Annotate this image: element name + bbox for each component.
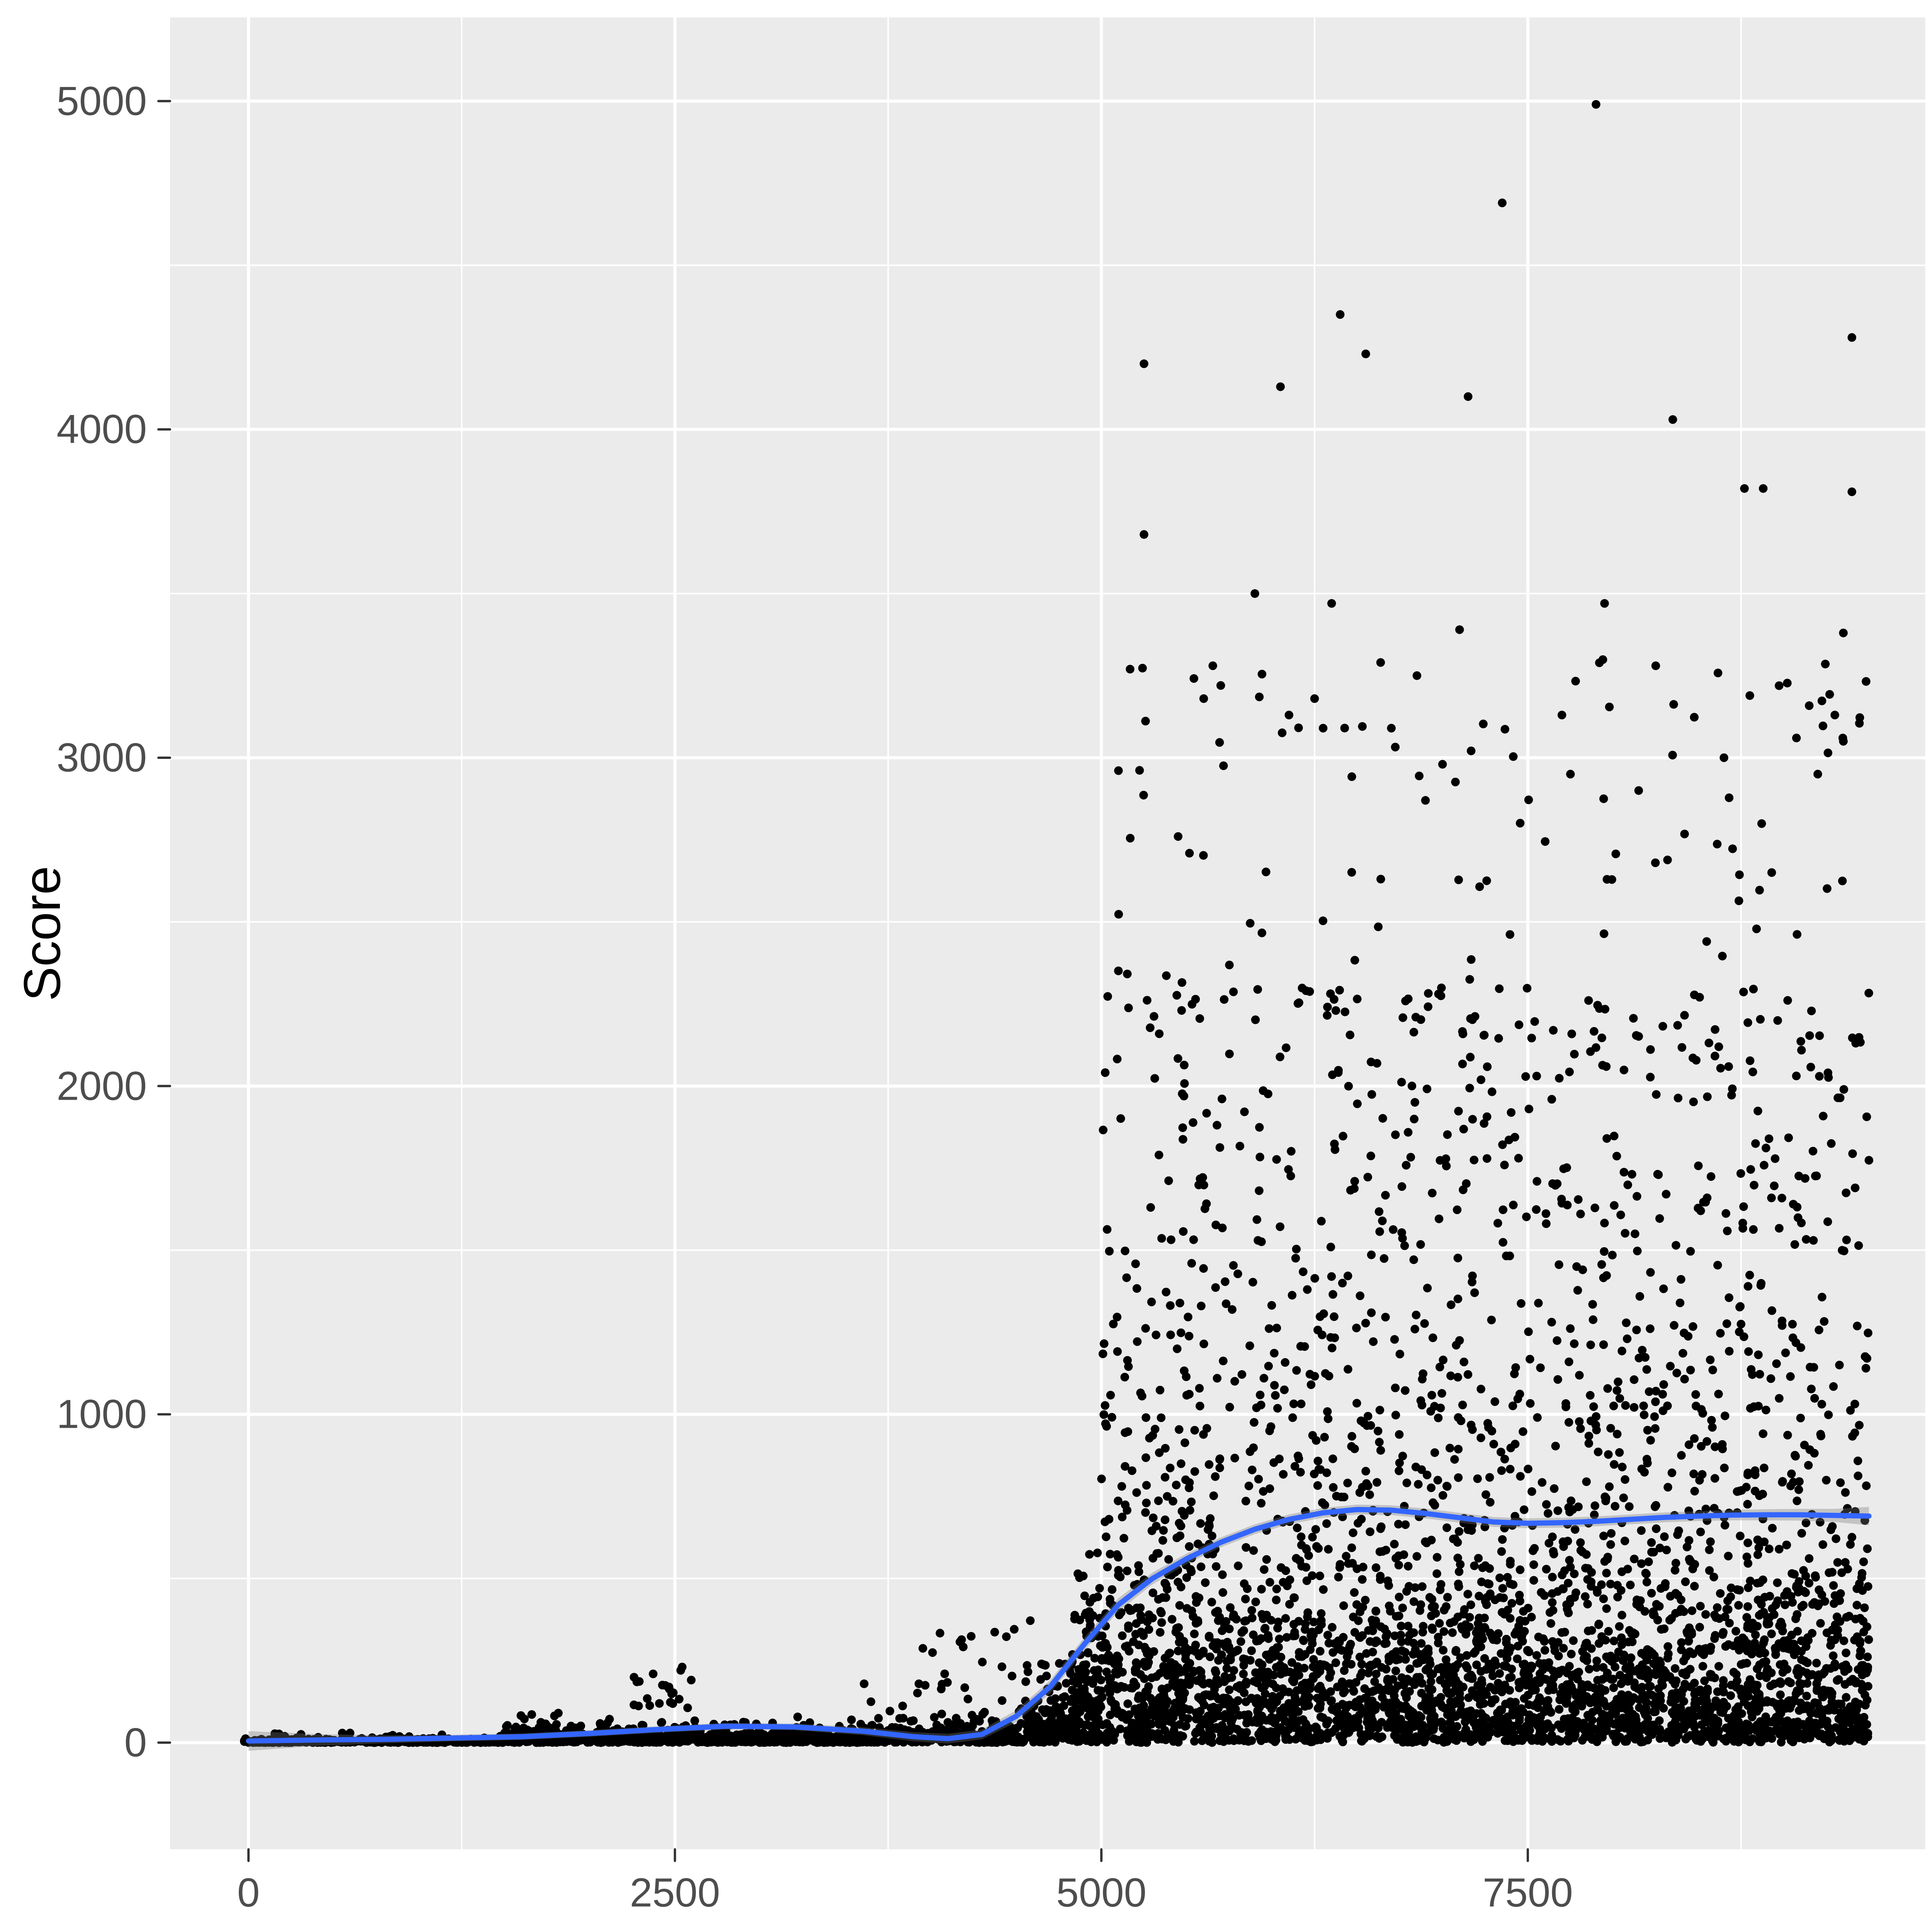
scatter-plot-canvas (0, 0, 1932, 1932)
scatter-plot-figure: Iteration Score 025005000750001000200030… (0, 0, 1932, 1932)
